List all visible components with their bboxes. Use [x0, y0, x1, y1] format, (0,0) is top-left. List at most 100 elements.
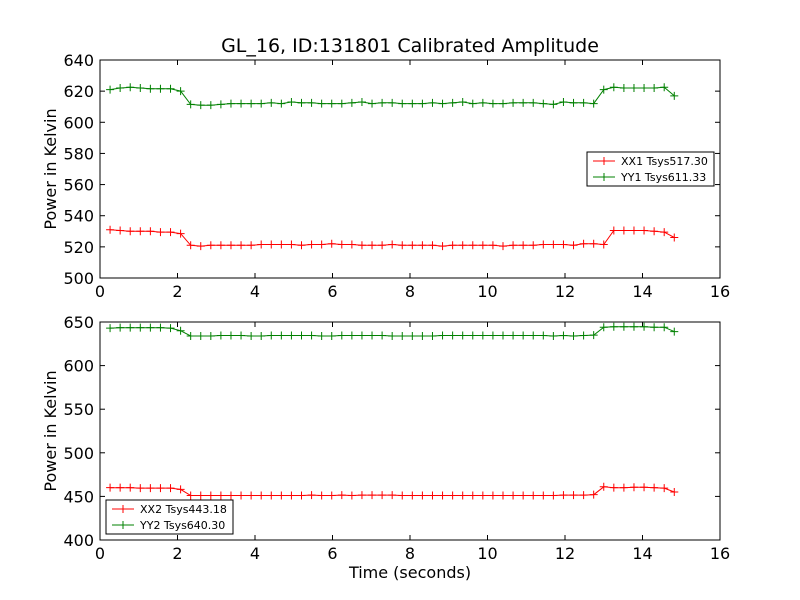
data-point — [317, 331, 326, 340]
data-point — [176, 87, 185, 96]
data-point — [368, 491, 377, 500]
data-point — [226, 491, 235, 500]
data-point — [468, 241, 477, 250]
data-point — [660, 323, 669, 332]
data-point — [206, 241, 215, 250]
data-point — [458, 491, 467, 500]
data-point — [438, 331, 447, 340]
data-point — [297, 491, 306, 500]
data-point — [277, 99, 286, 108]
data-point — [428, 98, 437, 107]
data-point — [549, 100, 558, 109]
data-point — [599, 85, 608, 94]
data-point — [438, 491, 447, 500]
data-point — [408, 491, 417, 500]
data-point — [136, 84, 145, 93]
data-point — [448, 241, 457, 250]
legend-label: YY2 Tsys640.30 — [139, 519, 225, 532]
data-point — [388, 491, 397, 500]
data-point — [670, 233, 679, 242]
data-point — [347, 98, 356, 107]
y-tick-label: 580 — [63, 144, 94, 163]
data-point — [216, 100, 225, 109]
data-point — [609, 483, 618, 492]
data-point — [337, 331, 346, 340]
y-axis-label: Power in Kelvin — [41, 108, 60, 229]
data-point — [388, 98, 397, 107]
data-point — [519, 491, 528, 500]
data-point — [226, 241, 235, 250]
data-point — [357, 491, 366, 500]
y-tick-label: 600 — [63, 357, 94, 376]
x-tick-label: 4 — [250, 282, 260, 301]
data-point — [549, 491, 558, 500]
data-point — [619, 322, 628, 331]
data-point — [146, 484, 155, 493]
data-point — [398, 99, 407, 108]
data-point — [267, 240, 276, 249]
data-point — [337, 491, 346, 500]
data-point — [559, 491, 568, 500]
data-point — [307, 98, 316, 107]
data-point — [287, 98, 296, 107]
data-point — [488, 99, 497, 108]
legend-label: YY1 Tsys611.33 — [620, 171, 706, 184]
data-point — [529, 331, 538, 340]
data-point — [378, 98, 387, 107]
data-point — [428, 331, 437, 340]
data-point — [327, 99, 336, 108]
data-point — [549, 331, 558, 340]
x-tick-label: 14 — [632, 544, 652, 563]
data-point — [660, 83, 669, 92]
data-point — [186, 241, 195, 250]
data-point — [428, 491, 437, 500]
data-point — [629, 483, 638, 492]
data-point — [468, 331, 477, 340]
data-point — [539, 491, 548, 500]
y-tick-label: 500 — [63, 269, 94, 288]
data-point — [559, 98, 568, 107]
data-point — [247, 331, 256, 340]
legend-marker — [119, 505, 127, 513]
y-axis-label: Power in Kelvin — [41, 370, 60, 491]
data-point — [650, 483, 659, 492]
data-point — [297, 241, 306, 250]
data-point — [176, 326, 185, 335]
data-point — [589, 490, 598, 499]
data-point — [297, 331, 306, 340]
data-point — [629, 322, 638, 331]
data-point — [166, 324, 175, 333]
y-tick-label: 560 — [63, 176, 94, 195]
data-point — [468, 491, 477, 500]
data-point — [478, 331, 487, 340]
data-point — [408, 99, 417, 108]
legend-label: XX2 Tsys443.18 — [140, 503, 227, 516]
data-point — [438, 242, 447, 251]
data-point — [317, 99, 326, 108]
data-point — [640, 84, 649, 93]
data-point — [156, 228, 165, 237]
data-point — [347, 491, 356, 500]
data-point — [317, 491, 326, 500]
data-point — [438, 99, 447, 108]
data-point — [448, 491, 457, 500]
x-tick-label: 16 — [710, 544, 730, 563]
x-tick-label: 2 — [172, 544, 182, 563]
x-tick-label: 0 — [95, 282, 105, 301]
top-panel: 0 2 4 6 8 10 12 14 16 500 520 540 560 580 600 620 640 Pow… — [41, 51, 730, 301]
data-point — [186, 100, 195, 109]
data-point — [398, 241, 407, 250]
data-point — [297, 98, 306, 107]
data-point — [166, 228, 175, 237]
data-point — [206, 331, 215, 340]
data-point — [650, 227, 659, 236]
data-point — [488, 331, 497, 340]
x-axis-label: Time (seconds) — [348, 563, 471, 582]
data-point — [619, 226, 628, 235]
data-point — [529, 98, 538, 107]
data-point — [418, 241, 427, 250]
bottom-panel: 0 2 4 6 8 10 12 14 16 400 450 500 550 600 650 Power in … — [41, 313, 730, 582]
x-tick-label: 4 — [250, 544, 260, 563]
data-point — [650, 323, 659, 332]
